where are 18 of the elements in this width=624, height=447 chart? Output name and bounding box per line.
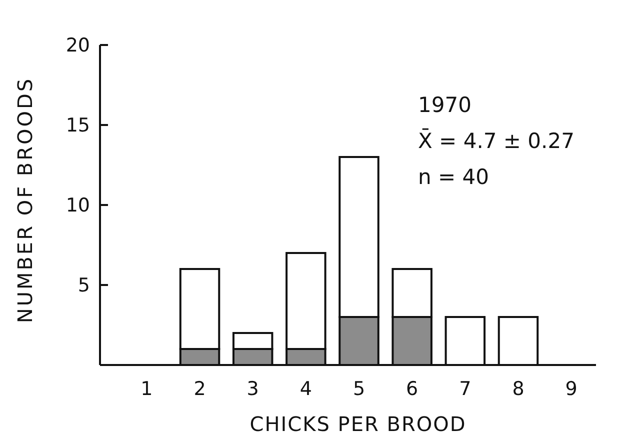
x-tick-label: 8	[512, 378, 524, 400]
annotation: X̄ = 4.7 ± 0.27	[418, 128, 574, 153]
x-tick-label: 4	[300, 378, 312, 400]
x-tick-label: 6	[406, 378, 418, 400]
x-tick-label: 2	[194, 378, 206, 400]
y-tick-label: 10	[66, 194, 90, 217]
x-tick-label: 3	[246, 378, 259, 400]
y-axis-title: NUMBER OF BROODS	[13, 76, 37, 324]
x-tick-label: 9	[565, 378, 578, 400]
x-axis-title: CHICKS PER BROOD	[250, 412, 466, 436]
y-tick-label: 15	[66, 114, 90, 137]
x-tick-label: 7	[459, 378, 472, 400]
annotation: 1970	[418, 93, 472, 117]
annotation: n = 40	[418, 165, 489, 189]
x-tick-label: 5	[352, 378, 366, 400]
x-tick-label: 1	[140, 378, 153, 400]
y-tick-label: 5	[78, 274, 90, 297]
y-tick-label: 20	[66, 34, 90, 57]
